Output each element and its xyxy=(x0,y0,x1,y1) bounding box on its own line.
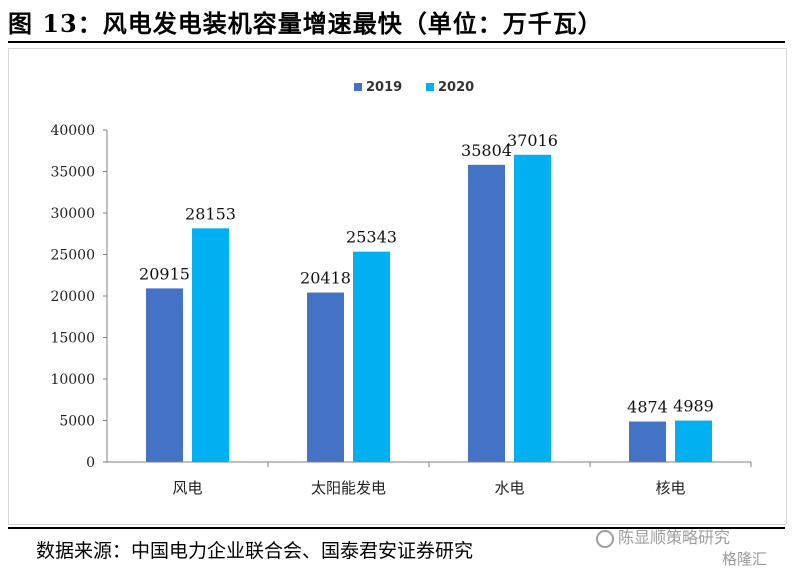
legend-swatch-2020 xyxy=(426,83,434,91)
y-tick-label: 25000 xyxy=(50,248,95,264)
x-tick-label: 太阳能发电 xyxy=(311,479,386,497)
chart-title: 图 13：风电发电装机容量增速最快（单位：万千瓦） xyxy=(8,9,603,38)
x-axis: 风电 太阳能发电 水电 核电 xyxy=(107,461,752,497)
source-rule xyxy=(8,527,785,529)
y-tick-label: 30000 xyxy=(50,206,95,222)
x-tick-label: 水电 xyxy=(494,479,524,497)
y-axis: 0 5000 10000 15000 20000 25000 30000 35000 40000 xyxy=(50,123,108,471)
data-label-2020-太阳能发电: 25343 xyxy=(346,228,397,247)
bar-2020-风电 xyxy=(192,228,229,462)
source-note: 数据来源：中国电力企业联合会、国泰君安证券研究 xyxy=(36,540,474,562)
y-tick-label: 5000 xyxy=(59,414,95,430)
bar-2020-水电 xyxy=(514,154,551,462)
x-tick-label: 核电 xyxy=(655,479,685,497)
y-tick-label: 15000 xyxy=(50,331,95,347)
wechat-icon xyxy=(596,529,614,548)
bar-2019-水电 xyxy=(468,164,505,463)
legend-label-2019: 2019 xyxy=(366,80,402,95)
y-tick-label: 20000 xyxy=(50,289,95,305)
data-label-2020-水电: 37016 xyxy=(507,131,558,150)
watermark-text: 陈显顺策略研究 xyxy=(618,528,731,547)
bar-2020-核电 xyxy=(675,420,712,462)
bar-2019-核电 xyxy=(629,421,666,462)
x-tick-label: 风电 xyxy=(172,479,202,497)
legend: 2019 2020 xyxy=(354,80,474,95)
bar-2019-风电 xyxy=(146,288,183,462)
y-tick-label: 40000 xyxy=(50,123,95,139)
data-label-2020-核电: 4989 xyxy=(673,397,714,416)
data-label-2020-风电: 28153 xyxy=(185,204,236,223)
bar-2019-太阳能发电 xyxy=(307,292,344,462)
watermark-logo: 格隆汇 xyxy=(722,550,768,568)
legend-label-2020: 2020 xyxy=(438,80,474,95)
bar-2020-太阳能发电 xyxy=(353,251,390,462)
legend-swatch-2019 xyxy=(354,83,362,91)
y-tick-label: 0 xyxy=(86,455,95,471)
data-label-2019-水电: 35804 xyxy=(461,141,512,160)
data-label-2019-风电: 20915 xyxy=(139,264,190,283)
y-tick-label: 10000 xyxy=(50,372,95,388)
data-label-2019-太阳能发电: 20418 xyxy=(300,269,351,288)
title-rule xyxy=(8,41,785,43)
y-tick-label: 35000 xyxy=(50,165,95,181)
watermark: 陈显顺策略研究 xyxy=(596,524,730,548)
bars xyxy=(146,154,712,463)
data-label-2019-核电: 4874 xyxy=(627,398,668,417)
